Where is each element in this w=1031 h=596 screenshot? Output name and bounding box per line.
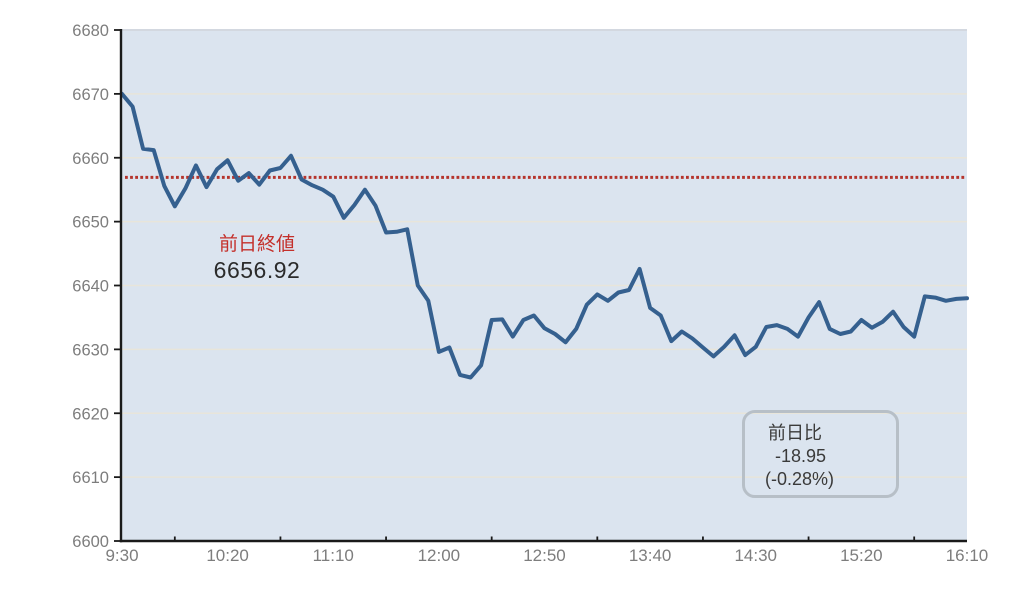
x-axis-tick-label: 16:10 [946,546,989,565]
prev-close-annotation: 前日終値 6656.92 [196,233,318,285]
x-axis-tick-label: 14:30 [734,546,777,565]
price-series-line [120,91,969,380]
x-axis-tick-label: 11:10 [313,546,354,565]
gridlines [122,93,967,478]
y-axis-tick-label: 6670 [72,86,109,104]
x-axis-tick-label: 12:50 [523,546,566,565]
change-badge-title: 前日比 [768,423,822,443]
change-badge: 前日比 -18.95 (-0.28%) [742,410,899,498]
y-axis-tick-label: 6680 [72,22,109,40]
y-axis-tick-label: 6600 [72,533,109,551]
x-axis-tick-label: 13:40 [629,546,672,565]
x-axis: 9:30 10:20 11:10 12:00 12:50 13:40 14:30 15:20 1… [105,536,989,565]
y-axis-tick-label: 6650 [72,214,109,232]
change-badge-percent: (-0.28%) [765,469,835,489]
prev-close-label: 前日終値 [218,234,295,255]
y-axis: 6680 6670 6660 6650 6640 6630 6620 6610 6600 [72,22,120,551]
y-axis-tick-label: 6620 [72,405,109,423]
y-axis-tick-label: 6640 [72,278,109,296]
y-axis-tick-label: 6610 [72,469,109,487]
x-axis-tick-label: 10:20 [206,546,249,565]
x-axis-tick-label: 15:20 [840,546,883,565]
prev-close-value: 6656.92 [213,257,301,283]
y-axis-tick-label: 6630 [72,341,109,359]
axes [119,29,967,543]
change-badge-value: -18.95 [775,446,827,466]
x-axis-tick-label: 9:30 [105,546,138,565]
x-axis-tick-label: 12:00 [418,546,461,565]
y-axis-tick-label: 6660 [72,150,109,168]
